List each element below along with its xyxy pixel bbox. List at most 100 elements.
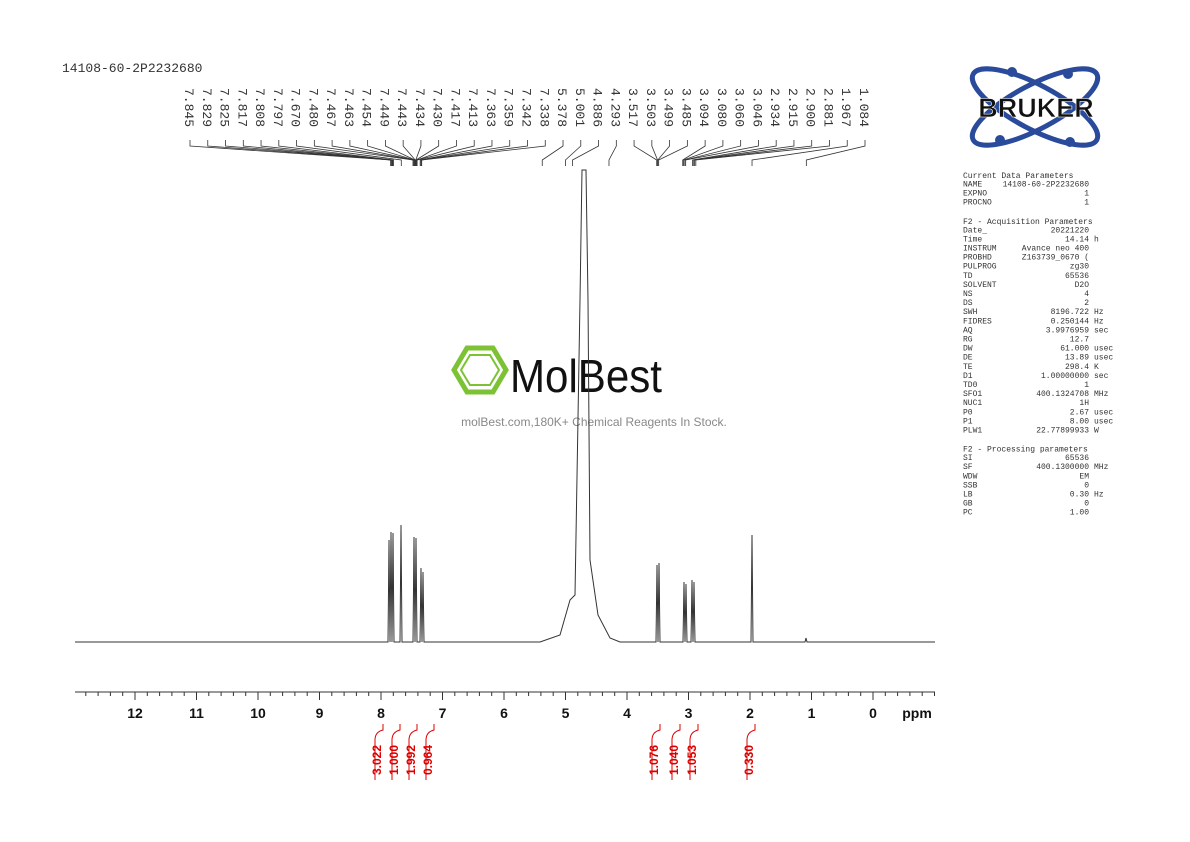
peak-connector — [416, 140, 475, 166]
peak-connector — [541, 140, 564, 166]
param-name: PULPROG — [963, 263, 997, 272]
param-value: 0.30 — [1070, 491, 1089, 500]
param-value: 8.00 — [1070, 417, 1089, 426]
x-tick-label: 7 — [439, 705, 447, 721]
integral-value: 3.022 — [370, 745, 384, 775]
peak-label: 7.808 — [252, 88, 267, 127]
param-name: P0 — [963, 408, 973, 417]
x-tick-label: 4 — [623, 705, 631, 721]
param-name: Date_ — [963, 226, 987, 235]
param-value: 22.77899933 — [1036, 427, 1089, 436]
param-name: PC — [963, 509, 973, 518]
param-value: 13.89 — [1065, 354, 1089, 363]
x-tick-label: 0 — [869, 705, 877, 721]
peak-label: 7.413 — [465, 88, 480, 127]
param-value: 14.14 — [1065, 235, 1089, 244]
param-value: 0 — [1084, 481, 1089, 490]
peak-label: 3.060 — [732, 88, 747, 127]
peak-label: 4.886 — [590, 88, 605, 127]
param-name: TD0 — [963, 381, 978, 390]
peak-label: 7.670 — [288, 88, 303, 127]
x-tick-label: 9 — [316, 705, 324, 721]
param-name: FIDRES — [963, 317, 992, 326]
peak-label: 7.829 — [199, 88, 214, 127]
param-unit: usec — [1094, 345, 1113, 354]
param-name: INSTRUM — [963, 245, 997, 254]
param-value: 400.1300000 — [1036, 463, 1089, 472]
peak-connector — [565, 140, 582, 166]
peak-connector — [420, 140, 511, 166]
peak-label: 2.934 — [767, 88, 782, 127]
peak-label: 3.080 — [714, 88, 729, 127]
peak-connector — [225, 140, 393, 166]
peak-label: 7.338 — [536, 88, 551, 127]
integral-value: 1.040 — [667, 745, 681, 775]
axis-unit: ppm — [902, 705, 932, 721]
param-value: 8196.722 — [1051, 308, 1090, 317]
x-tick-label: 2 — [746, 705, 754, 721]
peak-connector — [402, 140, 416, 166]
param-name: NUC1 — [963, 399, 982, 408]
integral-bracket — [425, 724, 435, 780]
param-value: Z163739_0670 ( — [1022, 254, 1089, 263]
peak-connector — [278, 140, 394, 166]
param-value: 0 — [1084, 500, 1089, 509]
integral-value: 0.330 — [742, 745, 756, 775]
peak-label: 7.817 — [234, 88, 249, 127]
param-name: WDW — [963, 472, 978, 481]
peak-label: 7.454 — [359, 88, 374, 127]
param-name: PLW1 — [963, 427, 982, 436]
param-name: SSB — [963, 481, 978, 490]
watermark: MolBest molBest.com,180K+ Chemical Reage… — [451, 345, 727, 429]
peak-connector — [608, 140, 617, 166]
param-name: TD — [963, 272, 973, 281]
x-tick-label: 10 — [250, 705, 266, 721]
x-tick-label: 3 — [685, 705, 693, 721]
peak-connector — [189, 140, 391, 166]
peak-label: 7.434 — [412, 88, 427, 127]
peak-label: 1.084 — [856, 88, 871, 127]
peak-label: 2.915 — [785, 88, 800, 127]
param-name: PROCNO — [963, 199, 992, 208]
integral-bracket — [408, 724, 418, 780]
peak-label: 4.293 — [607, 88, 622, 127]
peak-connector — [694, 140, 813, 166]
param-name: SWH — [963, 308, 978, 317]
param-value: 1.00 — [1070, 509, 1089, 518]
peak-connector — [685, 140, 759, 166]
integral-bracket — [374, 724, 384, 780]
peak-label: 7.359 — [501, 88, 516, 127]
param-name: RG — [963, 336, 973, 345]
peak-label: 7.480 — [305, 88, 320, 127]
x-tick-label: 6 — [500, 705, 508, 721]
peak-connector — [349, 140, 415, 166]
param-name: PROBHD — [963, 254, 992, 263]
param-value: 2 — [1084, 299, 1089, 308]
param-name: DW — [963, 345, 973, 354]
peak-label: 7.467 — [323, 88, 338, 127]
param-value: 2.67 — [1070, 408, 1089, 417]
peak-connector — [657, 140, 671, 166]
param-unit: MHz — [1094, 463, 1109, 472]
peak-label: 2.900 — [803, 88, 818, 127]
param-value: 1 — [1084, 199, 1089, 208]
integral-bracket — [651, 724, 661, 780]
param-name: SI — [963, 454, 973, 463]
param-section-title: Current Data Parameters — [963, 172, 1074, 181]
peak-label: 3.503 — [643, 88, 658, 127]
peak-connector — [805, 140, 866, 166]
logo: BRUKER — [969, 66, 1101, 148]
param-name: D1 — [963, 372, 973, 381]
param-value: 65536 — [1065, 272, 1089, 281]
param-name: SFO1 — [963, 390, 982, 399]
param-value: EM — [1079, 472, 1089, 481]
integral-value: 1.076 — [647, 745, 661, 775]
param-value: zg30 — [1070, 263, 1089, 272]
param-value: 400.1324708 — [1036, 390, 1089, 399]
param-value: 1.00000000 — [1041, 372, 1089, 381]
param-value: 4 — [1084, 290, 1089, 299]
peak-label: 3.046 — [749, 88, 764, 127]
x-tick-label: 5 — [562, 705, 570, 721]
param-unit: usec — [1094, 408, 1113, 417]
param-name: EXPNO — [963, 190, 987, 199]
